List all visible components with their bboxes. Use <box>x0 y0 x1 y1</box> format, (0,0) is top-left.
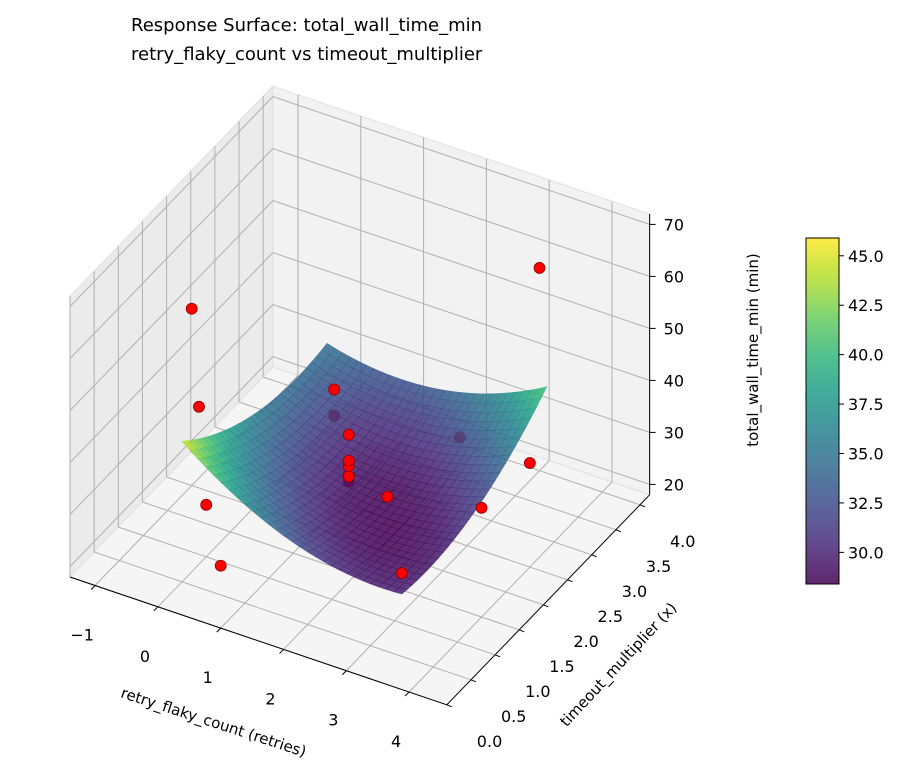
chart-subtitle: retry_flaky_count vs timeout_multiplier <box>131 44 483 65</box>
data-point <box>342 428 355 441</box>
data-point <box>214 559 227 572</box>
y-tick-label: 1.0 <box>525 682 550 701</box>
y-tick-label: 0.5 <box>501 707 526 726</box>
z-tick-label: 50 <box>664 319 684 338</box>
z-tick-label: 40 <box>664 371 684 390</box>
y-tick <box>639 504 646 508</box>
colorbar-tick-label: 37.5 <box>848 395 884 414</box>
x-axis-label: retry_flaky_count (retries) <box>118 684 308 762</box>
y-tick-label: 2.0 <box>573 632 598 651</box>
x-tick-label: −1 <box>70 626 94 645</box>
x-tick-label: 3 <box>328 711 338 730</box>
data-point <box>200 498 213 511</box>
x-tick-label: 0 <box>140 647 150 666</box>
y-gridline <box>118 526 496 656</box>
z-gridline <box>69 148 274 359</box>
z-gridline <box>272 148 650 277</box>
z-tick-label: 30 <box>664 423 684 442</box>
y-tick-label: 3.5 <box>646 557 671 576</box>
data-point <box>523 457 536 469</box>
x-tick <box>216 627 222 633</box>
y-tick-label: 2.5 <box>598 607 623 626</box>
z-tick-label: 70 <box>664 215 684 234</box>
x-tick <box>279 649 284 654</box>
y-tick <box>446 704 452 708</box>
chart-title: Response Surface: total_wall_time_min <box>131 15 482 36</box>
z-gridline <box>69 200 274 411</box>
data-point <box>193 400 205 413</box>
z-axis-label: total_wall_time_min (min) <box>744 253 763 447</box>
x-tick-label: 4 <box>391 732 401 751</box>
y-tick-label: 4.0 <box>670 532 695 551</box>
data-point <box>185 302 198 315</box>
colorbar-tick-label: 45.0 <box>848 247 884 266</box>
x-tick <box>404 691 410 697</box>
data-point <box>533 262 546 274</box>
z-gridline <box>272 96 650 225</box>
data-point <box>475 501 488 514</box>
y-tick <box>470 679 477 683</box>
z-gridline <box>69 252 274 463</box>
z-tick-label: 20 <box>664 475 684 494</box>
z-tick-label: 60 <box>664 267 684 286</box>
y-tick <box>615 529 622 533</box>
colorbar: 30.0 32.5 35.0 37.5 40.0 42.5 45.0 <box>805 237 884 585</box>
colorbar-tick-label: 42.5 <box>848 296 884 315</box>
x-axis-line <box>69 576 447 706</box>
data-point <box>328 383 341 396</box>
colorbar-gradient <box>805 237 840 585</box>
y-tick <box>519 629 525 633</box>
x-tick-label: 2 <box>265 689 275 708</box>
y-gridline <box>93 551 472 681</box>
axes: −1 0 1 2 3 4 0.0 0.5 1.0 1.5 2.02.5 3.0 3.5 4.0 20 30 40… <box>69 214 695 751</box>
surface-facet <box>393 587 408 595</box>
points-above-surface <box>185 262 546 580</box>
z-gridline <box>69 356 274 567</box>
z-gridline <box>69 304 274 515</box>
y-tick-label: 0.0 <box>477 732 502 751</box>
data-point <box>395 567 408 580</box>
y-tick <box>543 604 549 608</box>
y-tick <box>591 554 597 558</box>
data-point <box>342 470 355 483</box>
data-point <box>381 490 394 503</box>
y-tick <box>494 654 501 658</box>
x-tick <box>341 670 347 676</box>
z-gridline <box>272 200 650 329</box>
x-tick <box>90 585 96 590</box>
y-gridline <box>142 501 520 631</box>
z-gridline <box>69 96 274 307</box>
colorbar-tick-label: 40.0 <box>848 346 884 365</box>
x-tick <box>153 606 159 612</box>
y-tick-label: 1.5 <box>549 657 574 676</box>
y-tick <box>567 579 573 583</box>
x-tick-label: 1 <box>203 668 213 687</box>
surface <box>181 342 548 595</box>
z-gridline <box>272 252 650 381</box>
z-gridline <box>272 304 650 433</box>
colorbar-tick-label: 30.0 <box>848 543 884 562</box>
colorbar-tick-label: 32.5 <box>848 494 884 513</box>
data-point <box>342 454 355 467</box>
y-tick-label: 3.0 <box>622 582 647 601</box>
colorbar-tick-label: 35.0 <box>848 445 884 464</box>
